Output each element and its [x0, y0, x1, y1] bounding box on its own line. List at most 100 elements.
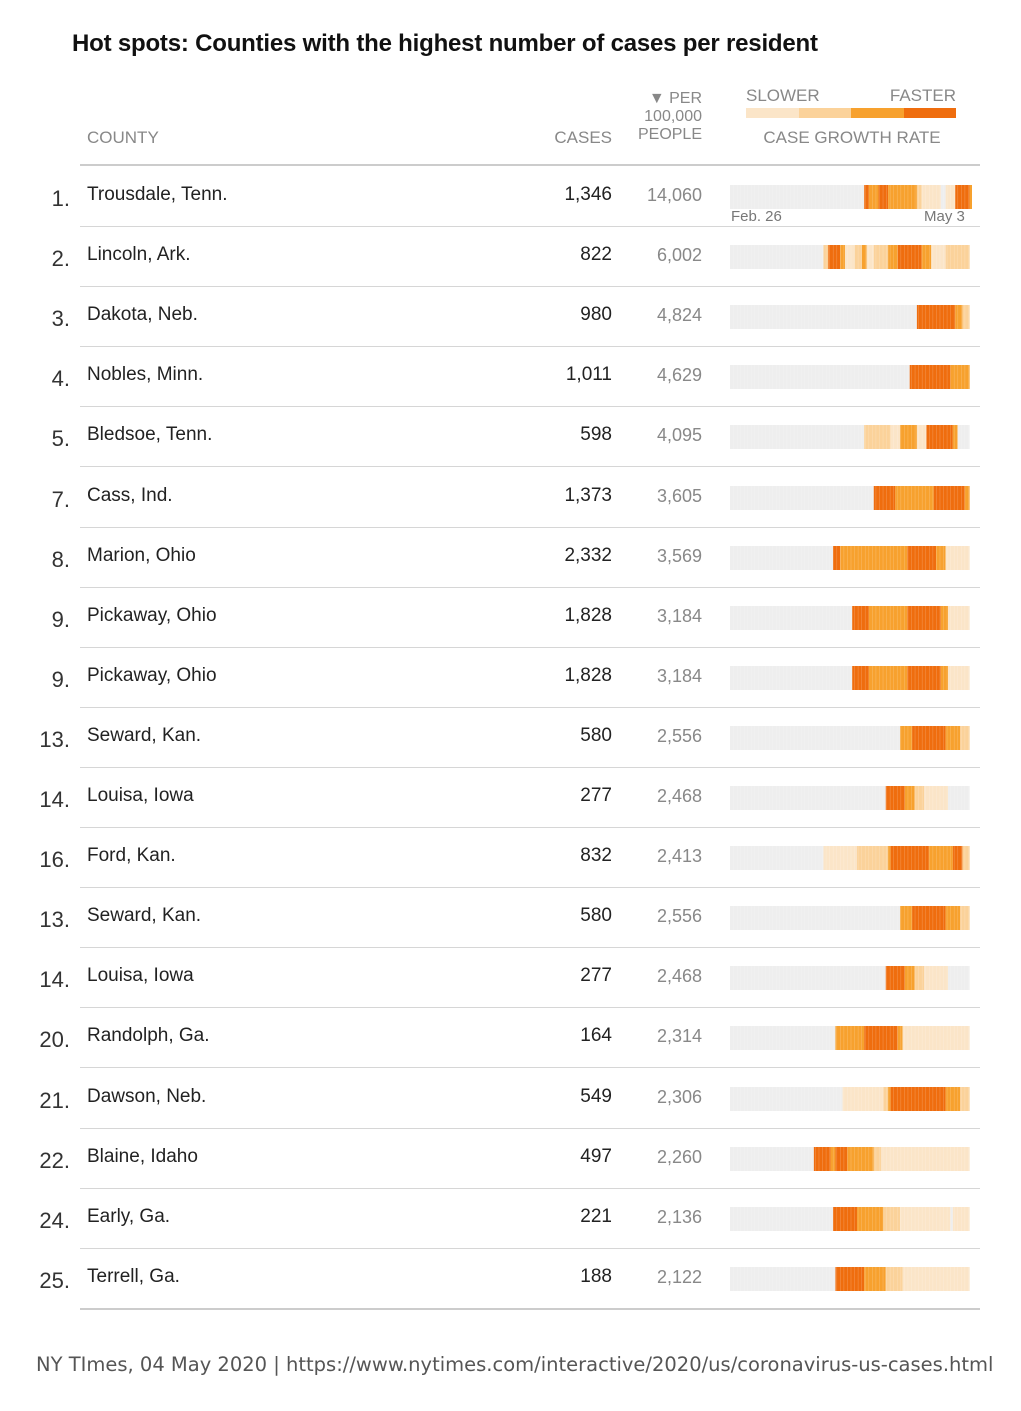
growth-segment — [835, 1266, 865, 1291]
legend-swatch-2 — [798, 108, 851, 118]
growth-segment — [960, 906, 970, 931]
growth-segment — [854, 245, 862, 270]
growth-segment — [842, 1086, 884, 1111]
table-row: 2. Lincoln, Ark. 822 6,002 — [0, 227, 1021, 288]
table-row: 5. Bledsoe, Tenn. 598 4,095 — [0, 407, 1021, 468]
growth-segment — [730, 1026, 836, 1051]
growth-rate-svg — [730, 1266, 970, 1291]
growth-segment — [873, 245, 889, 270]
cases-per-100000: 3,569 — [656, 545, 702, 566]
growth-segment — [912, 906, 946, 931]
growth-segment — [730, 1146, 814, 1171]
column-header-county: COUNTY — [87, 128, 159, 147]
cases-per-100000: 3,184 — [656, 665, 702, 686]
row-divider — [80, 286, 980, 288]
growth-segment — [945, 185, 956, 209]
growth-segment — [730, 305, 917, 330]
growth-segment — [945, 1086, 961, 1111]
growth-segment — [945, 545, 970, 570]
case-count: 1,828 — [564, 604, 612, 626]
rank-number: 1. — [51, 186, 70, 211]
county-name: Cass, Ind. — [87, 484, 173, 506]
county-name: Lincoln, Ark. — [87, 244, 191, 266]
row-divider — [80, 1007, 980, 1009]
cases-per-100000: 2,468 — [656, 966, 702, 987]
rank-number: 3. — [51, 306, 70, 332]
growth-rate-strip — [730, 725, 972, 750]
table-row: 1. Trousdale, Tenn. 1,346 14,060 Feb. 26 May … — [0, 167, 1021, 228]
cases-per-100000: 2,306 — [656, 1086, 702, 1107]
growth-segment — [730, 605, 853, 630]
growth-rate-strip — [730, 1206, 972, 1231]
growth-segment — [730, 665, 853, 690]
growth-rate-strip — [730, 185, 972, 209]
row-divider — [80, 406, 980, 408]
table-row: 3. Dakota, Neb. 980 4,824 — [0, 287, 1021, 348]
growth-segment — [945, 245, 970, 270]
growth-segment — [969, 185, 972, 209]
case-count: 1,011 — [565, 364, 612, 386]
growth-segment — [940, 665, 949, 690]
growth-rate-strip — [730, 966, 972, 991]
growth-segment — [864, 1026, 898, 1051]
growth-segment — [730, 365, 910, 390]
cases-per-100000: 2,136 — [656, 1206, 702, 1227]
row-divider — [80, 526, 980, 528]
growth-segment — [900, 1206, 951, 1231]
cases-per-100000: 2,468 — [656, 786, 702, 806]
growth-rate-strip — [730, 605, 972, 630]
table-row: 13. Seward, Kan. 580 2,556 — [0, 708, 1021, 768]
growth-rate-svg — [730, 906, 970, 931]
growth-segment — [730, 906, 901, 931]
growth-rate-strip — [730, 1266, 972, 1291]
growth-rate-strip — [730, 786, 972, 810]
growth-segment — [960, 1086, 970, 1111]
cases-per-100000: 3,605 — [656, 485, 702, 506]
growth-segment — [730, 1206, 834, 1231]
growth-legend-bar — [746, 108, 956, 118]
county-name: Trousdale, Tenn. — [87, 184, 228, 205]
growth-rate-svg — [730, 1086, 970, 1111]
source-credit: NY TImes, 04 May 2020 | https://www.nyti… — [36, 1353, 994, 1376]
cases-per-100000: 2,413 — [656, 846, 702, 867]
growth-segment — [914, 786, 925, 810]
case-count: 822 — [580, 244, 612, 266]
growth-rate-svg — [730, 846, 970, 871]
growth-rate-svg — [730, 1026, 970, 1051]
growth-rate-strip — [730, 846, 972, 871]
row-divider — [80, 1307, 980, 1310]
legend-slower-label: SLOWER — [746, 86, 820, 105]
row-divider — [80, 947, 980, 949]
growth-segment — [924, 966, 949, 991]
rank-number: 20. — [39, 1027, 70, 1053]
growth-rate-svg — [730, 605, 970, 630]
rank-number: 24. — [39, 1207, 70, 1233]
county-name: Pickaway, Ohio — [87, 664, 217, 686]
row-divider — [80, 1067, 980, 1069]
legend-swatch-1 — [746, 108, 799, 118]
rank-number: 9. — [51, 666, 70, 692]
growth-segment — [897, 1026, 903, 1051]
legend-swatch-4 — [903, 108, 956, 118]
growth-segment — [948, 605, 970, 630]
case-count: 580 — [580, 905, 612, 927]
rank-number: 16. — [39, 847, 70, 873]
table-row: 20. Randolph, Ga. 164 2,314 — [0, 1008, 1021, 1069]
case-count: 549 — [580, 1085, 612, 1107]
growth-segment — [921, 185, 941, 209]
growth-segment — [864, 185, 869, 209]
growth-rate-strip — [730, 1026, 972, 1051]
growth-segment — [861, 245, 867, 270]
growth-rate-svg — [730, 305, 970, 330]
table-row: 24. Early, Ga. 221 2,136 — [0, 1189, 1021, 1249]
growth-segment — [902, 1266, 970, 1291]
row-divider — [80, 766, 980, 768]
growth-segment — [952, 425, 958, 450]
cases-per-100000: 2,260 — [656, 1146, 702, 1167]
growth-segment — [885, 1266, 903, 1291]
growth-rate-strip — [730, 1086, 972, 1111]
growth-segment — [730, 846, 824, 871]
table-row: 13. Seward, Kan. 580 2,556 — [0, 888, 1021, 949]
growth-segment — [948, 786, 970, 810]
growth-segment — [883, 1086, 889, 1111]
